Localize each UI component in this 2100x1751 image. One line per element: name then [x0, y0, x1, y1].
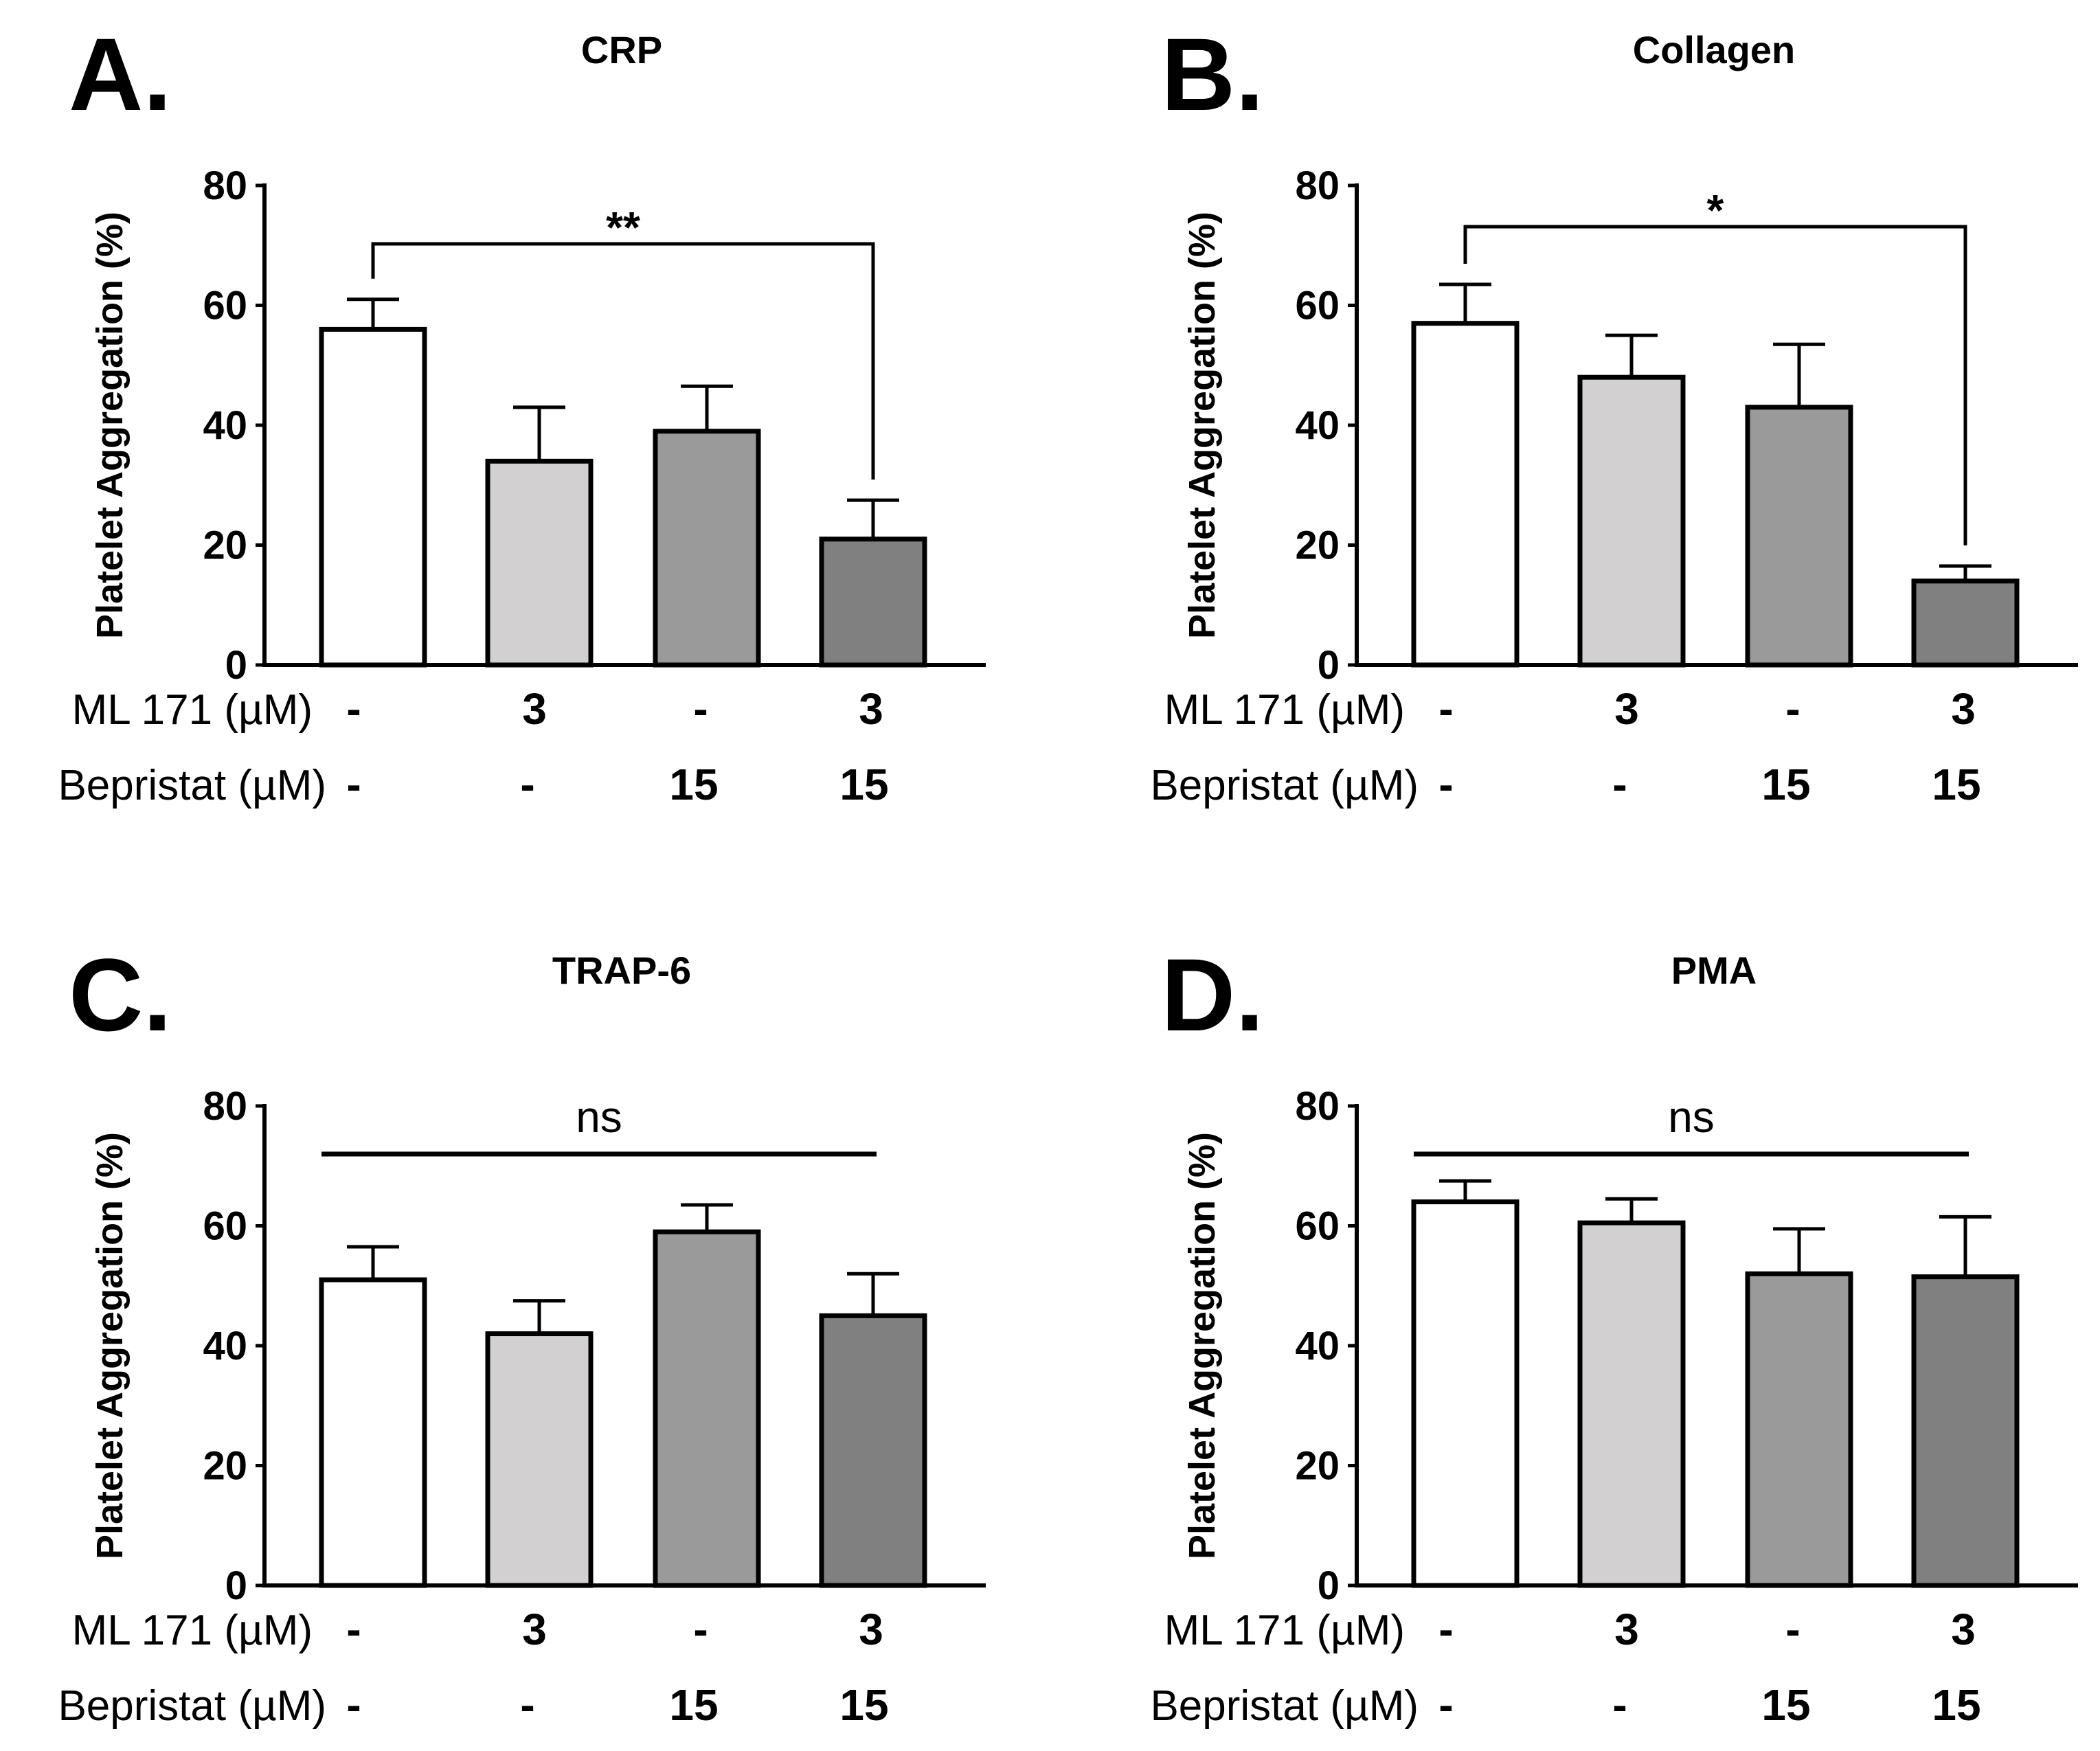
- ml171-row-label: ML 171 (µM): [1164, 686, 1405, 734]
- significance-bracket: [1463, 225, 1967, 546]
- ml171-row-label: ML 171 (µM): [1164, 1607, 1405, 1654]
- bar: [1411, 321, 1520, 668]
- bepristat-condition: -: [346, 1680, 361, 1730]
- bar: [1745, 405, 1853, 668]
- bepristat-condition: 15: [1932, 1680, 1980, 1730]
- ml171-condition: -: [693, 1605, 708, 1654]
- ml171-condition: -: [346, 1605, 361, 1654]
- y-tick-label: 60: [1295, 284, 1340, 328]
- y-tick-label: 20: [203, 1444, 247, 1489]
- bar: [1577, 1220, 1686, 1588]
- ml171-condition: -: [1785, 1605, 1800, 1654]
- significance-bracket: [371, 242, 875, 480]
- bepristat-condition: -: [520, 760, 534, 809]
- bepristat-condition: 15: [669, 760, 718, 809]
- bepristat-condition: 15: [1761, 760, 1810, 809]
- ml171-condition: -: [1785, 684, 1800, 734]
- bepristat-condition: -: [346, 760, 361, 809]
- ml171-condition: -: [1438, 684, 1453, 734]
- bepristat-condition: -: [1438, 1680, 1453, 1730]
- bar: [819, 536, 927, 668]
- bepristat-condition: 15: [839, 760, 888, 809]
- bar: [485, 1331, 594, 1588]
- y-tick-label: 0: [1318, 643, 1340, 688]
- bepristat-condition: 15: [1932, 760, 1980, 809]
- bar: [319, 1277, 427, 1588]
- ml171-condition: 3: [859, 1605, 883, 1654]
- ml171-condition: 3: [1951, 684, 1976, 734]
- panel-c: C. TRAP-6 Platelet Aggregation (%) 0 20 40 60 8…: [58, 937, 986, 1730]
- ml171-condition: -: [1438, 1605, 1453, 1654]
- panel-letter: B.: [1161, 16, 1264, 132]
- ml171-row-label: ML 171 (µM): [72, 1607, 313, 1654]
- y-tick-label: 80: [203, 1084, 247, 1129]
- panel-letter: C.: [69, 937, 172, 1052]
- ml171-condition: 3: [1614, 1605, 1639, 1654]
- bepristat-condition: -: [1612, 760, 1627, 809]
- y-axis-label: Platelet Aggregation (%): [89, 1132, 131, 1559]
- y-tick-label: 0: [225, 643, 247, 688]
- bepristat-row-label: Bepristat (µM): [58, 762, 326, 809]
- chart-title: CRP: [581, 28, 662, 71]
- bar: [1577, 374, 1686, 668]
- significance-label: **: [606, 203, 640, 252]
- y-tick-label: 40: [203, 403, 247, 448]
- ml171-condition: -: [346, 684, 361, 734]
- y-tick-label: 20: [203, 523, 247, 568]
- significance-label: ns: [1668, 1092, 1715, 1142]
- bepristat-condition: 15: [669, 1680, 718, 1730]
- bar: [319, 326, 427, 668]
- bar: [1911, 1274, 2020, 1588]
- y-tick-label: 60: [203, 1204, 247, 1249]
- significance-label: *: [1707, 185, 1724, 235]
- panel-letter: A.: [69, 16, 172, 132]
- bepristat-condition: 15: [839, 1680, 888, 1730]
- y-tick-label: 80: [1295, 1084, 1340, 1129]
- significance-label: ns: [576, 1092, 622, 1142]
- bepristat-condition: -: [1612, 1680, 1627, 1730]
- ml171-condition: -: [693, 684, 708, 734]
- ml171-condition: 3: [522, 684, 547, 734]
- ml171-condition: 3: [1614, 684, 1639, 734]
- y-axis-label: Platelet Aggregation (%): [1182, 212, 1223, 639]
- chart-title: TRAP-6: [552, 949, 691, 992]
- bar: [653, 429, 761, 668]
- y-tick-label: 40: [1295, 1324, 1340, 1368]
- bepristat-condition: -: [520, 1680, 534, 1730]
- ml171-condition: 3: [522, 1605, 547, 1654]
- bar: [485, 458, 594, 668]
- chart-title: Collagen: [1633, 28, 1795, 71]
- y-tick-label: 20: [1295, 1444, 1340, 1489]
- y-axis-label: Platelet Aggregation (%): [1182, 1132, 1223, 1559]
- y-axis-label: Platelet Aggregation (%): [89, 212, 131, 639]
- y-tick-label: 80: [203, 163, 247, 208]
- bar: [819, 1313, 927, 1588]
- bepristat-condition: 15: [1761, 1680, 1810, 1730]
- bepristat-row-label: Bepristat (µM): [58, 1682, 326, 1730]
- ml171-condition: 3: [859, 684, 883, 734]
- y-tick-label: 0: [225, 1563, 247, 1608]
- y-tick-label: 80: [1295, 163, 1340, 208]
- y-tick-label: 20: [1295, 523, 1340, 568]
- y-tick-label: 0: [1318, 1563, 1340, 1608]
- bepristat-condition: -: [1438, 760, 1453, 809]
- bar: [1911, 578, 2020, 668]
- panel-a: A. CRP Platelet Aggregation (%) 0 20 40 60 80 **…: [58, 16, 986, 809]
- panel-letter: D.: [1161, 937, 1264, 1052]
- y-tick-label: 60: [203, 284, 247, 328]
- panel-b: B. Collagen Platelet Aggregation (%) 0 20 40 6…: [1150, 16, 2078, 809]
- bepristat-row-label: Bepristat (µM): [1150, 1682, 1419, 1730]
- bar: [1745, 1271, 1853, 1588]
- chart-title: PMA: [1671, 949, 1757, 992]
- y-tick-label: 40: [203, 1324, 247, 1368]
- y-tick-label: 40: [1295, 403, 1340, 448]
- bepristat-row-label: Bepristat (µM): [1150, 762, 1419, 809]
- ml171-condition: 3: [1951, 1605, 1976, 1654]
- y-tick-label: 60: [1295, 1204, 1340, 1249]
- bar: [1411, 1199, 1520, 1588]
- bar: [653, 1229, 761, 1588]
- ml171-row-label: ML 171 (µM): [72, 686, 313, 734]
- panel-d: D. PMA Platelet Aggregation (%) 0 20 40 60 80 ns…: [1150, 937, 2078, 1730]
